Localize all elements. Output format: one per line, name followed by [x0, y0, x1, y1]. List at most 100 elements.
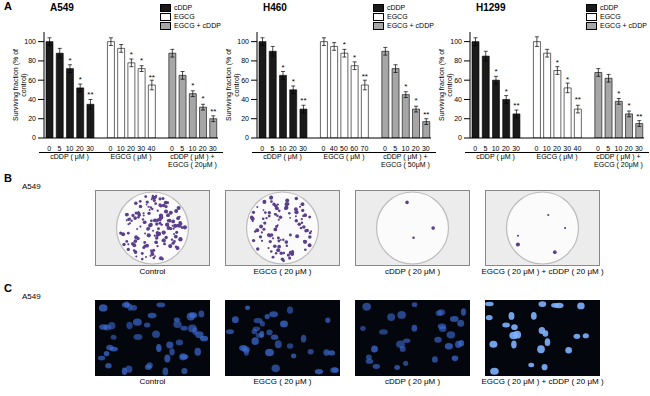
svg-text:50: 50 — [340, 145, 348, 152]
svg-text:100: 100 — [24, 38, 36, 45]
svg-text:20: 20 — [28, 115, 36, 122]
svg-text:5: 5 — [270, 145, 274, 152]
svg-text:40: 40 — [28, 96, 36, 103]
svg-text:**: ** — [575, 95, 581, 104]
svg-text:5: 5 — [393, 145, 397, 152]
svg-text:40: 40 — [330, 145, 338, 152]
svg-text:*: * — [343, 40, 346, 49]
svg-text:5: 5 — [180, 145, 184, 152]
svg-text:30: 30 — [299, 145, 307, 152]
svg-text:**: ** — [513, 101, 519, 110]
svg-text:*: * — [627, 101, 630, 110]
svg-text:*: * — [505, 87, 508, 96]
svg-text:**: ** — [210, 107, 216, 116]
svg-text:20: 20 — [289, 145, 297, 152]
svg-text:80: 80 — [454, 57, 462, 64]
svg-text:60: 60 — [28, 77, 36, 84]
svg-text:*: * — [556, 58, 559, 67]
svg-text:70: 70 — [361, 145, 369, 152]
svg-text:**: ** — [423, 110, 429, 119]
svg-text:**: ** — [362, 72, 368, 81]
svg-text:10: 10 — [492, 145, 500, 152]
html-text:Surviving fraction (% of contr: Surviving fraction (% of control) — [225, 49, 240, 121]
svg-text:30: 30 — [563, 145, 571, 152]
html-text:A549: A549 — [22, 182, 41, 191]
html-text:cDDP ( μM ) + EGCG ( 20μM ): cDDP ( μM ) + EGCG ( 20μM ) — [168, 153, 217, 168]
svg-text:30: 30 — [422, 145, 430, 152]
svg-text:20: 20 — [625, 145, 633, 152]
html-text:A549: A549 — [50, 2, 74, 13]
html-text:Surviving fraction (% of contr: Surviving fraction (% of control) — [12, 49, 27, 121]
svg-text:0: 0 — [109, 145, 113, 152]
svg-text:30: 30 — [209, 145, 217, 152]
svg-text:60: 60 — [350, 145, 358, 152]
html-text:cDDP ( μM ) + EGCG ( 20μM ): cDDP ( μM ) + EGCG ( 20μM ) — [594, 153, 643, 168]
svg-text:*: * — [281, 63, 284, 72]
svg-text:*: * — [201, 94, 204, 103]
svg-text:20: 20 — [454, 115, 462, 122]
svg-text:10: 10 — [66, 145, 74, 152]
svg-text:40: 40 — [148, 145, 156, 152]
svg-text:100: 100 — [450, 38, 462, 45]
svg-text:*: * — [494, 67, 497, 76]
svg-text:*: * — [292, 77, 295, 86]
svg-text:40: 40 — [454, 96, 462, 103]
svg-text:0: 0 — [260, 145, 264, 152]
svg-text:20: 20 — [241, 115, 249, 122]
html-text:H460: H460 — [263, 2, 287, 13]
svg-text:0: 0 — [322, 145, 326, 152]
svg-text:0: 0 — [245, 134, 249, 141]
svg-text:0: 0 — [170, 145, 174, 152]
svg-text:*: * — [191, 81, 194, 90]
svg-text:0: 0 — [596, 145, 600, 152]
svg-text:10: 10 — [543, 145, 551, 152]
svg-text:**: ** — [87, 90, 93, 99]
svg-text:5: 5 — [57, 145, 61, 152]
svg-text:10: 10 — [615, 145, 623, 152]
svg-text:10: 10 — [189, 145, 197, 152]
svg-text:10: 10 — [279, 145, 287, 152]
svg-text:*: * — [566, 75, 569, 84]
svg-text:100: 100 — [237, 38, 249, 45]
svg-text:0: 0 — [383, 145, 387, 152]
svg-text:*: * — [414, 96, 417, 105]
html-text:H1299: H1299 — [476, 2, 506, 13]
svg-text:30: 30 — [635, 145, 643, 152]
svg-text:10: 10 — [402, 145, 410, 152]
svg-text:20: 20 — [502, 145, 510, 152]
svg-text:30: 30 — [512, 145, 520, 152]
svg-text:5: 5 — [483, 145, 487, 152]
svg-text:*: * — [617, 89, 620, 98]
html-text:cDDP ( μM ) + EGCG ( 50μM ): cDDP ( μM ) + EGCG ( 50μM ) — [381, 153, 430, 168]
svg-text:5: 5 — [606, 145, 610, 152]
svg-text:**: ** — [149, 73, 155, 82]
svg-text:20: 20 — [199, 145, 207, 152]
svg-text:30: 30 — [86, 145, 94, 152]
svg-text:0: 0 — [458, 134, 462, 141]
svg-text:60: 60 — [241, 77, 249, 84]
svg-text:*: * — [79, 75, 82, 84]
svg-text:0: 0 — [32, 134, 36, 141]
svg-text:0: 0 — [47, 145, 51, 152]
svg-text:*: * — [130, 50, 133, 59]
svg-text:**: ** — [636, 112, 642, 121]
svg-text:30: 30 — [137, 145, 145, 152]
svg-text:20: 20 — [412, 145, 420, 152]
svg-text:10: 10 — [117, 145, 125, 152]
svg-text:*: * — [140, 56, 143, 65]
svg-text:20: 20 — [127, 145, 135, 152]
svg-text:80: 80 — [28, 57, 36, 64]
svg-text:*: * — [404, 82, 407, 91]
svg-text:20: 20 — [553, 145, 561, 152]
svg-text:**: ** — [300, 96, 306, 105]
svg-text:*: * — [353, 53, 356, 62]
svg-text:20: 20 — [76, 145, 84, 152]
svg-text:*: * — [68, 56, 71, 65]
html-text:Surviving fraction (% of contr: Surviving fraction (% of control) — [438, 49, 453, 121]
svg-text:40: 40 — [241, 96, 249, 103]
svg-text:0: 0 — [535, 145, 539, 152]
svg-text:60: 60 — [454, 77, 462, 84]
svg-text:80: 80 — [241, 57, 249, 64]
svg-text:0: 0 — [473, 145, 477, 152]
svg-text:40: 40 — [574, 145, 582, 152]
